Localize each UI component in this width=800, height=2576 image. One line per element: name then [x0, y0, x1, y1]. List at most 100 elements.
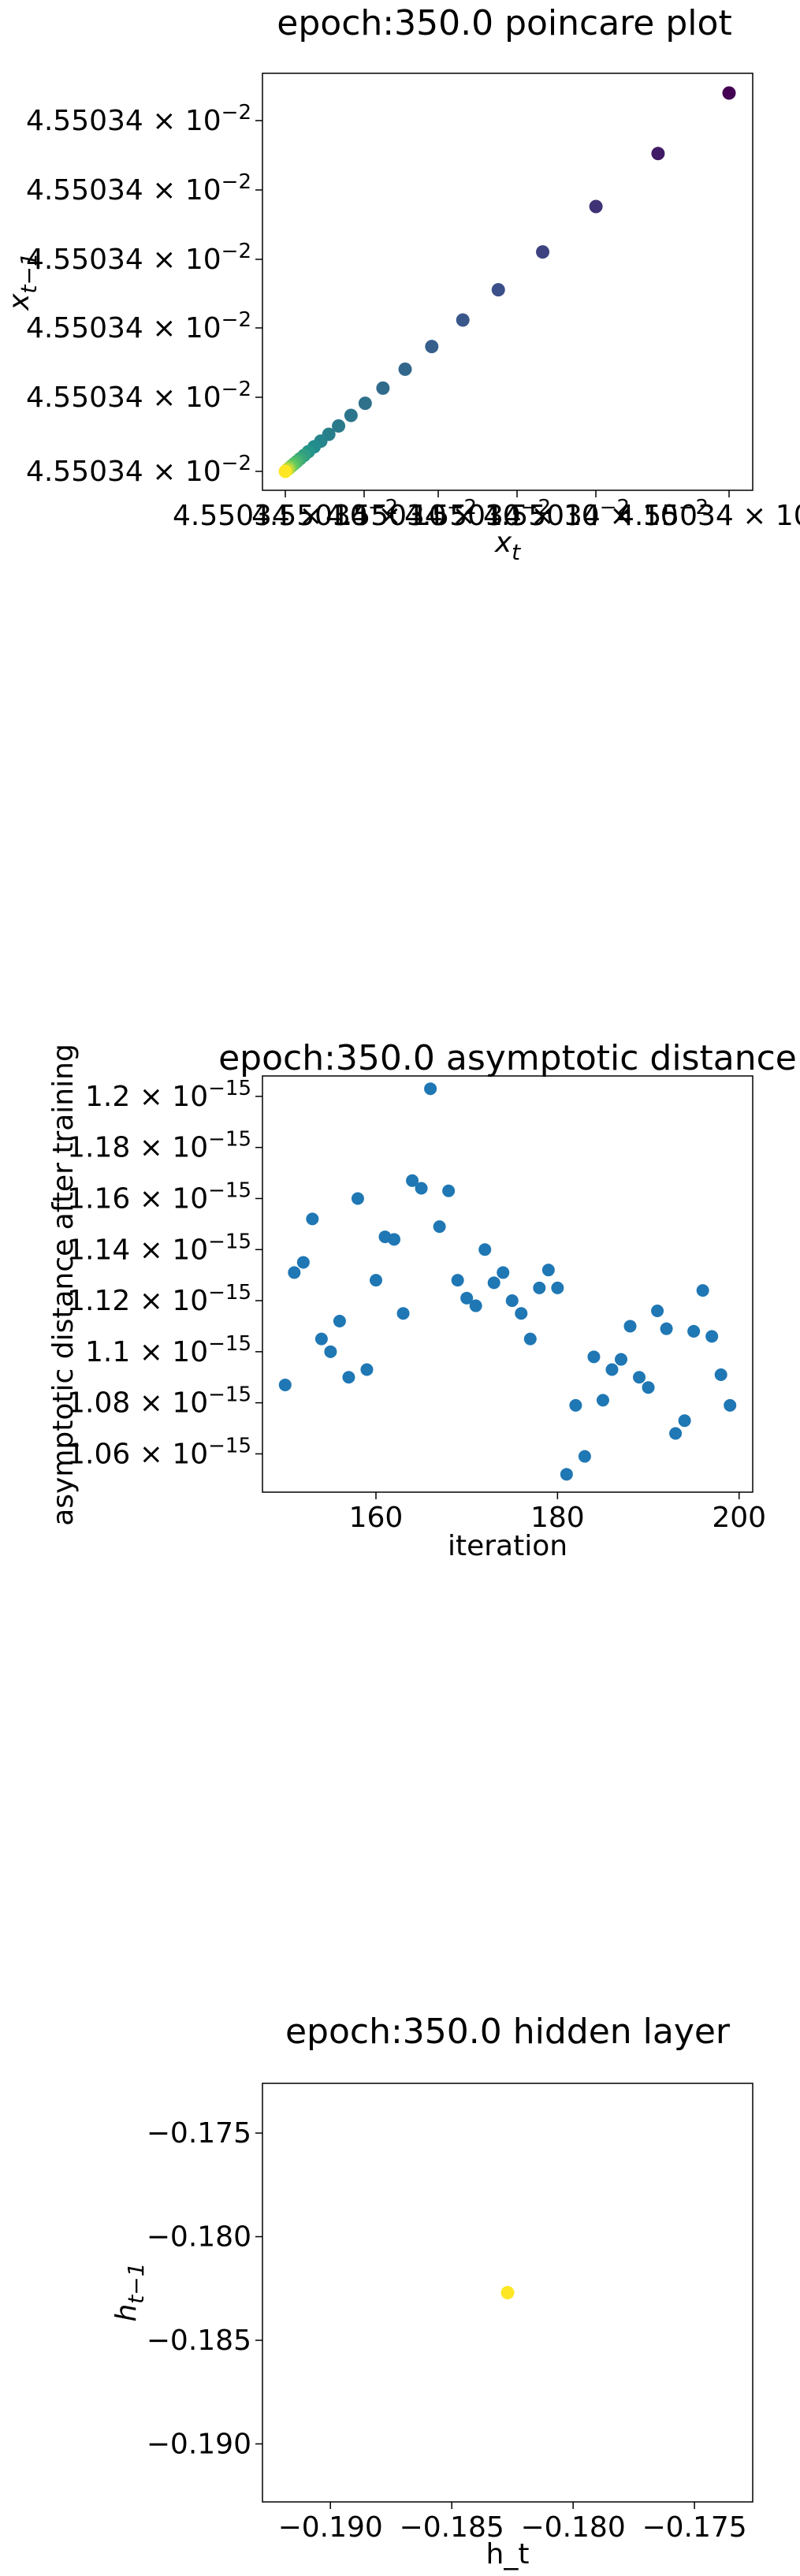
x-tick-label: 4.55034 × 10−2	[251, 496, 477, 532]
data-point	[533, 1281, 546, 1294]
data-point	[469, 1299, 482, 1312]
y-tick-label: 4.55034 × 10−2	[26, 101, 251, 137]
data-point	[351, 1192, 364, 1205]
data-point	[296, 1256, 310, 1269]
data-point	[551, 1281, 564, 1294]
plot-frame	[262, 73, 753, 491]
data-point	[500, 2286, 515, 2299]
data-point	[560, 1468, 573, 1481]
data-point	[456, 313, 470, 327]
x-tick-label: 4.55034 × 10−2	[483, 496, 709, 532]
data-point	[536, 245, 550, 259]
x-tick-label: 160	[349, 1502, 404, 1534]
y-tick-label: 4.55034 × 10−2	[26, 378, 251, 414]
y-tick-label: 1.16 × 10−15	[67, 1178, 251, 1215]
data-point	[642, 1381, 655, 1394]
data-point	[651, 147, 665, 161]
data-point	[541, 1264, 555, 1277]
data-point	[596, 1394, 609, 1407]
x-tick-label: −0.185	[400, 2511, 504, 2544]
data-point	[589, 199, 603, 214]
y-axis-label: ht−1	[110, 2262, 149, 2321]
data-point	[660, 1322, 673, 1335]
data-point	[424, 1082, 437, 1096]
y-tick-label: −0.185	[147, 2325, 251, 2357]
data-point	[406, 1174, 419, 1187]
y-tick-label: 4.55034 × 10−2	[26, 308, 251, 344]
data-point	[398, 362, 412, 376]
y-tick-label: 1.12 × 10−15	[67, 1281, 251, 1317]
data-point	[487, 1276, 500, 1290]
data-point	[696, 1284, 709, 1297]
y-tick-label: 4.55034 × 10−2	[26, 240, 251, 276]
data-point	[376, 381, 390, 395]
data-point	[478, 1243, 492, 1256]
data-point	[705, 1330, 719, 1343]
x-tick-label: 4.55034 × 10−2	[616, 496, 800, 532]
data-point	[415, 1182, 428, 1195]
data-point	[587, 1350, 601, 1364]
data-point	[425, 340, 439, 354]
data-point	[358, 396, 372, 411]
data-point	[724, 1398, 737, 1412]
data-point	[669, 1427, 683, 1440]
data-point	[442, 1184, 456, 1197]
chart-title: epoch:350.0 hidden layer	[285, 2012, 731, 2052]
data-point	[651, 1305, 664, 1318]
data-point	[332, 419, 346, 433]
x-tick-label: −0.175	[642, 2511, 746, 2544]
plot-frame	[262, 2083, 753, 2503]
data-point	[288, 1266, 301, 1279]
data-point	[678, 1414, 691, 1428]
data-point	[396, 1307, 410, 1320]
data-point	[324, 1345, 337, 1358]
data-point	[523, 1332, 537, 1346]
y-tick-label: 1.2 × 10−15	[85, 1077, 251, 1113]
data-point	[578, 1450, 591, 1463]
data-point	[491, 283, 505, 297]
y-tick-label: 4.55034 × 10−2	[26, 170, 251, 207]
y-tick-label: 4.55034 × 10−2	[26, 452, 251, 488]
y-tick-label: −0.180	[147, 2221, 251, 2254]
y-tick-label: 1.14 × 10−15	[67, 1230, 251, 1266]
y-tick-label: −0.175	[147, 2117, 251, 2150]
y-tick-label: 1.1 × 10−15	[85, 1332, 251, 1368]
y-axis-label: xt−1	[3, 252, 42, 311]
data-point	[614, 1353, 627, 1366]
x-tick-label: 4.55034 × 10−2	[404, 496, 630, 532]
data-point	[505, 1294, 519, 1308]
data-point	[569, 1398, 582, 1412]
hidden-layer-plot: epoch:350.0 hidden layer −0.190 −0.185 −0.1…	[110, 2012, 753, 2570]
x-tick-label: −0.190	[278, 2511, 383, 2544]
data-point	[314, 1332, 328, 1346]
chart-title: epoch:350.0 asymptotic distance	[218, 1038, 797, 1078]
data-point	[460, 1291, 474, 1305]
data-point	[342, 1371, 355, 1384]
data-point	[306, 1212, 319, 1226]
data-point	[633, 1371, 646, 1384]
data-point	[369, 1274, 382, 1287]
data-point	[605, 1363, 619, 1376]
data-point	[722, 86, 736, 100]
data-point	[278, 1378, 292, 1391]
x-tick-label: 4.55034 × 10−2	[326, 496, 551, 532]
y-tick-label: 1.18 × 10−15	[67, 1128, 251, 1164]
x-tick-label: −0.180	[521, 2511, 626, 2544]
data-point	[344, 408, 358, 423]
y-axis-label: asymptotic distance after training	[47, 1044, 80, 1526]
data-point	[433, 1220, 446, 1234]
data-point	[333, 1314, 346, 1327]
y-tick-label: 1.06 × 10−15	[67, 1434, 251, 1470]
x-axis-label: xt	[494, 527, 521, 565]
x-tick-label: 4.55034 × 10−2	[173, 496, 398, 532]
data-point	[451, 1274, 464, 1287]
data-point	[497, 1266, 510, 1279]
x-axis-label: iteration	[448, 1530, 567, 1562]
y-tick-label: −0.190	[147, 2428, 251, 2460]
data-point	[360, 1363, 374, 1376]
data-point	[388, 1233, 401, 1246]
x-tick-label: 200	[712, 1502, 766, 1534]
x-tick-label: 180	[530, 1502, 585, 1534]
